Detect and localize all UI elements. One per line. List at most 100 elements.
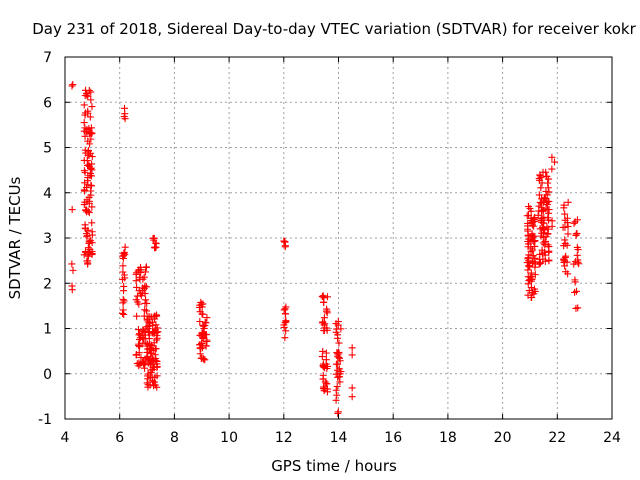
data-point xyxy=(319,292,327,300)
data-point xyxy=(197,345,205,353)
data-point xyxy=(84,244,92,252)
data-point xyxy=(525,262,533,270)
data-point xyxy=(119,268,127,276)
x-tick-label: 8 xyxy=(170,430,179,446)
data-point xyxy=(84,174,92,182)
data-point xyxy=(531,214,539,222)
data-point xyxy=(198,310,206,318)
data-point xyxy=(87,170,95,178)
data-point xyxy=(87,182,95,190)
data-point xyxy=(151,244,159,252)
data-point xyxy=(527,248,535,256)
data-point xyxy=(545,256,553,264)
data-point xyxy=(541,248,549,256)
data-point xyxy=(145,345,153,353)
x-tick-label: 12 xyxy=(275,430,293,446)
data-point xyxy=(203,314,211,322)
data-point xyxy=(573,216,581,224)
data-point xyxy=(545,206,553,214)
data-point xyxy=(141,268,149,276)
data-point xyxy=(528,230,536,238)
data-point xyxy=(539,168,547,176)
data-point xyxy=(146,345,154,353)
data-point xyxy=(545,247,553,255)
x-tick-label: 20 xyxy=(494,430,512,446)
data-point xyxy=(152,326,160,334)
data-point xyxy=(201,318,209,326)
data-point xyxy=(333,349,341,357)
data-point xyxy=(319,347,327,355)
data-point xyxy=(68,82,76,90)
data-point xyxy=(68,286,76,294)
data-point xyxy=(572,287,580,295)
data-point xyxy=(528,218,536,226)
data-point xyxy=(332,386,340,394)
data-point xyxy=(147,341,155,349)
data-point xyxy=(525,211,533,219)
data-point xyxy=(84,137,92,145)
data-point xyxy=(144,353,152,361)
data-point xyxy=(80,119,88,127)
data-point xyxy=(134,326,142,334)
data-point xyxy=(202,342,210,350)
data-point xyxy=(574,258,582,266)
data-point xyxy=(527,277,535,285)
data-point xyxy=(537,204,545,212)
data-point xyxy=(319,298,327,306)
data-point xyxy=(564,223,572,231)
data-point xyxy=(87,88,95,96)
data-point xyxy=(539,233,547,241)
data-point xyxy=(142,296,150,304)
data-point xyxy=(333,391,341,399)
data-point xyxy=(524,254,532,262)
data-point xyxy=(150,236,158,244)
data-point xyxy=(529,252,537,260)
data-point xyxy=(561,236,569,244)
y-tick-label: 5 xyxy=(43,141,52,157)
x-tick-label: 24 xyxy=(603,430,621,446)
data-point xyxy=(87,96,95,104)
data-point xyxy=(335,339,343,347)
data-point xyxy=(334,321,342,329)
data-point xyxy=(541,240,549,248)
data-point xyxy=(536,259,544,267)
data-point xyxy=(562,268,570,276)
data-point xyxy=(575,260,583,268)
data-point xyxy=(85,240,93,248)
data-point xyxy=(143,379,151,387)
data-point xyxy=(148,349,156,357)
data-point xyxy=(121,243,129,251)
data-point xyxy=(319,362,327,370)
x-axis-label: GPS time / hours xyxy=(271,457,397,475)
data-point xyxy=(535,175,543,183)
data-point xyxy=(144,383,152,391)
data-point xyxy=(152,336,160,344)
data-point xyxy=(538,195,546,203)
data-point xyxy=(526,276,534,284)
data-point xyxy=(87,191,95,199)
data-point xyxy=(150,356,158,364)
data-point xyxy=(88,166,96,174)
data-point xyxy=(152,243,160,251)
data-point xyxy=(83,128,91,136)
data-point xyxy=(541,226,549,234)
data-point xyxy=(538,179,546,187)
data-point xyxy=(525,263,533,271)
data-point xyxy=(524,273,532,281)
data-point xyxy=(120,311,128,318)
x-tick-label: 4 xyxy=(61,430,70,446)
data-point xyxy=(574,246,582,254)
data-point xyxy=(560,255,568,263)
data-point xyxy=(152,345,160,353)
data-point xyxy=(85,248,93,256)
data-point xyxy=(150,378,158,386)
data-point xyxy=(198,303,206,311)
data-point xyxy=(571,276,579,284)
data-point xyxy=(140,360,148,368)
data-point xyxy=(203,336,211,344)
data-point xyxy=(332,328,340,336)
data-point xyxy=(81,248,89,256)
data-point xyxy=(142,263,150,271)
data-point xyxy=(119,296,127,304)
data-point xyxy=(333,366,341,374)
